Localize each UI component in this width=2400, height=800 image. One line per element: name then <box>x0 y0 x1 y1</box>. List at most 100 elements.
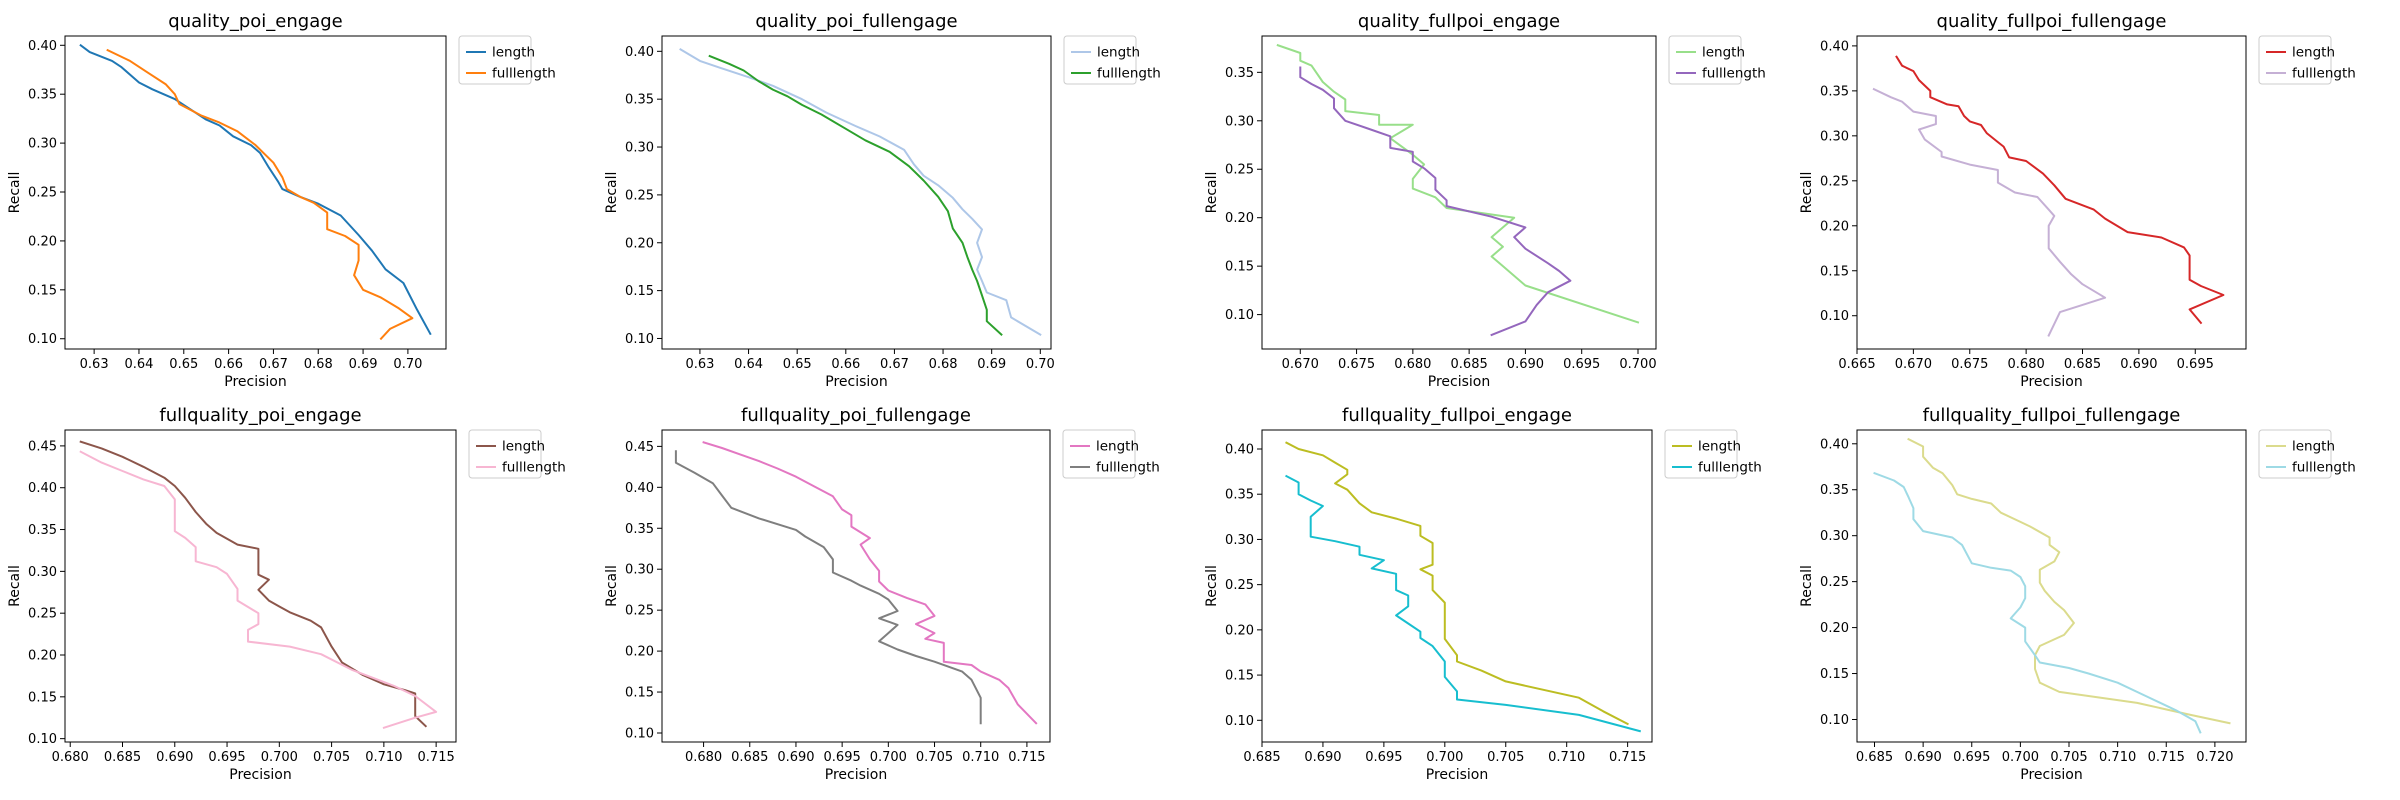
y-tick-label: 0.25 <box>28 607 57 622</box>
series-line-length <box>702 441 1038 725</box>
series-line-length <box>1276 43 1640 324</box>
y-tick-label: 0.20 <box>625 236 654 251</box>
y-tick-label: 0.40 <box>28 39 57 54</box>
x-tick-label: 0.715 <box>2148 750 2185 765</box>
y-axis-label: Recall <box>1204 172 1220 214</box>
x-tick-label: 0.66 <box>214 357 243 372</box>
chart-title: quality_fullpoi_fullengage <box>1937 11 2167 32</box>
series-line-length <box>1895 55 2225 325</box>
x-tick-label: 0.680 <box>52 750 89 765</box>
y-tick-label: 0.25 <box>1820 174 1849 189</box>
y-tick-label: 0.35 <box>28 523 57 538</box>
y-tick-label: 0.25 <box>1225 163 1254 178</box>
x-tick-label: 0.715 <box>1008 750 1045 765</box>
x-tick-label: 0.705 <box>2050 750 2087 765</box>
y-axis-label: Recall <box>1204 565 1220 607</box>
y-tick-label: 0.10 <box>1225 308 1254 323</box>
x-tick-label: 0.64 <box>734 357 763 372</box>
x-tick-label: 0.710 <box>365 750 402 765</box>
x-tick-label: 0.695 <box>1953 750 1990 765</box>
legend-label: length <box>2292 439 2335 455</box>
x-tick-label: 0.700 <box>2002 750 2039 765</box>
x-tick-label: 0.685 <box>1243 750 1280 765</box>
y-tick-label: 0.15 <box>1820 667 1849 682</box>
y-tick-label: 0.30 <box>625 563 654 578</box>
x-tick-label: 0.70 <box>393 357 422 372</box>
y-tick-label: 0.30 <box>28 137 57 152</box>
y-tick-label: 0.30 <box>625 141 654 156</box>
x-tick-label: 0.690 <box>1905 750 1942 765</box>
y-tick-label: 0.15 <box>1225 260 1254 275</box>
x-tick-label: 0.715 <box>418 750 455 765</box>
x-tick-label: 0.705 <box>916 750 953 765</box>
y-tick-label: 0.15 <box>1225 669 1254 684</box>
y-tick-label: 0.35 <box>1820 84 1849 99</box>
y-tick-label: 0.20 <box>625 645 654 660</box>
legend-label: fulllength <box>2292 66 2356 82</box>
series-line-length <box>679 48 1042 336</box>
chart-title: fullquality_fullpoi_fullengage <box>1923 405 2181 426</box>
x-tick-label: 0.63 <box>80 357 109 372</box>
x-tick-label: 0.705 <box>1487 750 1524 765</box>
y-tick-label: 0.15 <box>625 284 654 299</box>
y-tick-label: 0.20 <box>1820 621 1849 636</box>
y-tick-label: 0.25 <box>1820 575 1849 590</box>
x-tick-label: 0.690 <box>156 750 193 765</box>
x-tick-label: 0.690 <box>1507 357 1544 372</box>
x-tick-label: 0.685 <box>1451 357 1488 372</box>
chart-title: quality_poi_engage <box>168 11 342 32</box>
y-tick-label: 0.20 <box>1225 211 1254 226</box>
y-tick-label: 0.25 <box>625 604 654 619</box>
y-axis-label: Recall <box>604 172 620 214</box>
series-line-fulllength <box>1873 471 2202 734</box>
series-line-length <box>1285 441 1629 726</box>
series-line-fulllength <box>1872 87 2107 337</box>
x-tick-label: 0.675 <box>1338 357 1375 372</box>
y-tick-label: 0.40 <box>1820 437 1849 452</box>
x-axis-label: Precision <box>1428 374 1490 390</box>
x-tick-label: 0.670 <box>1282 357 1319 372</box>
x-tick-label: 0.715 <box>1609 750 1646 765</box>
plot-frame <box>1856 35 2247 350</box>
x-tick-label: 0.64 <box>124 357 153 372</box>
y-tick-label: 0.40 <box>1225 442 1254 457</box>
y-tick-label: 0.40 <box>1820 39 1849 54</box>
x-tick-label: 0.685 <box>104 750 141 765</box>
legend-label: length <box>1702 45 1745 61</box>
y-tick-label: 0.20 <box>28 234 57 249</box>
series-line-fulllength <box>106 48 414 341</box>
y-tick-label: 0.15 <box>1820 264 1849 279</box>
series-line-length <box>1907 437 2231 725</box>
y-tick-label: 0.15 <box>625 686 654 701</box>
chart-title: fullquality_poi_fullengage <box>741 405 971 426</box>
x-tick-label: 0.69 <box>977 357 1006 372</box>
y-tick-label: 0.10 <box>625 332 654 347</box>
x-tick-label: 0.685 <box>731 750 768 765</box>
y-tick-label: 0.30 <box>28 565 57 580</box>
plot-frame <box>1261 35 1657 350</box>
x-axis-label: Precision <box>825 767 887 783</box>
legend-label: fulllength <box>2292 460 2356 476</box>
y-tick-label: 0.20 <box>28 649 57 664</box>
chart-title: quality_fullpoi_engage <box>1358 11 1560 32</box>
y-tick-label: 0.45 <box>28 439 57 454</box>
x-tick-label: 0.690 <box>2120 357 2157 372</box>
y-tick-label: 0.25 <box>625 188 654 203</box>
x-tick-label: 0.700 <box>1619 357 1656 372</box>
x-tick-label: 0.720 <box>2196 750 2233 765</box>
x-tick-label: 0.70 <box>1026 357 1055 372</box>
subplot-5: fullquality_poi_engage 0.680 0.685 0.690 0.6… <box>7 405 566 783</box>
legend-label: fulllength <box>502 460 566 476</box>
legend-label: length <box>492 45 535 61</box>
chart-title: fullquality_fullpoi_engage <box>1342 405 1572 426</box>
y-tick-label: 0.15 <box>28 690 57 705</box>
subplot-1: quality_poi_engage 0.63 0.64 0.65 0.66 0.67 0.… <box>7 11 556 390</box>
series-line-fulllength <box>79 450 438 730</box>
x-tick-label: 0.700 <box>1426 750 1463 765</box>
x-tick-label: 0.710 <box>1548 750 1585 765</box>
y-tick-label: 0.35 <box>1225 488 1254 503</box>
series-line-length <box>79 43 432 336</box>
y-axis-label: Recall <box>1799 565 1815 607</box>
legend: length fulllength <box>1664 429 1762 479</box>
